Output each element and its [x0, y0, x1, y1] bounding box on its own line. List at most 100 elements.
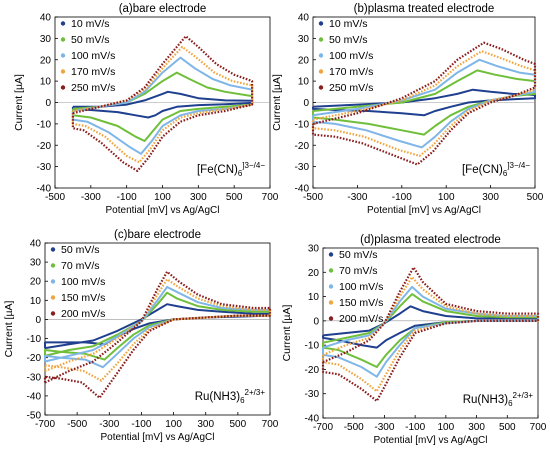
y-tick-label: -40: [37, 184, 52, 195]
chart-panel-3: (d)plasma treated electrode-40-30-20-100…: [281, 234, 547, 446]
y-tick-label: 0: [35, 315, 41, 326]
legend-marker: [60, 85, 66, 90]
y-tick-label: 30: [30, 258, 42, 269]
legend-label: 100 mV/s: [61, 276, 105, 288]
x-tick-label: -500: [67, 419, 87, 430]
panel-title: (b)plasma treated electrode: [354, 3, 495, 15]
legend-label: 200 mV/s: [339, 313, 383, 325]
chart-panel-2: (c)bare electrode-50-40-30-20-1001020304…: [3, 229, 279, 443]
series-line: [71, 45, 254, 164]
legend-label: 250 mV/s: [329, 82, 373, 94]
legend-marker: [50, 247, 56, 252]
legend-label: 150 mV/s: [61, 292, 105, 304]
legend-label: 50 mV/s: [71, 34, 110, 46]
legend-label: 50 mV/s: [339, 249, 378, 261]
panel-title: (a)bare electrode: [119, 3, 207, 15]
y-axis-label: Current [µA]: [3, 301, 15, 358]
legend-marker: [328, 284, 334, 289]
series-line: [43, 278, 272, 382]
x-tick-label: -700: [313, 422, 333, 433]
legend-label: 70 mV/s: [61, 260, 100, 272]
legend-label: 250 mV/s: [71, 82, 115, 94]
x-tick-label: -500: [303, 192, 323, 203]
chart-panel-1: (b)plasma treated electrode-40-30-20-100…: [271, 3, 544, 216]
y-tick-label: -20: [295, 141, 310, 152]
y-tick-label: -10: [295, 119, 310, 130]
x-axis-label: Potential [mV] vs Ag/AgCl: [101, 432, 215, 443]
y-axis-label: Current [µA]: [281, 305, 293, 362]
plot-frame: [322, 247, 539, 419]
legend-label: 100 mV/s: [339, 281, 383, 293]
species-annotation: [Fe(CN)6]3−/4−: [462, 161, 530, 178]
species-superscript: ]3−/4−: [507, 161, 530, 170]
legend-marker: [60, 37, 66, 42]
y-tick-label: 20: [40, 55, 52, 66]
y-tick-label: -30: [37, 162, 52, 173]
series-line: [43, 270, 272, 399]
x-axis-label: Potential [mV] vs Ag/AgCl: [106, 205, 220, 216]
legend-marker: [318, 85, 324, 90]
legend-marker: [60, 21, 66, 26]
species-annotation: Ru(NH3)62+/3+: [463, 391, 534, 408]
series-line: [312, 88, 536, 117]
legend-label: 50 mV/s: [329, 34, 368, 46]
series-line: [311, 41, 537, 166]
y-tick-label: 10: [30, 296, 42, 307]
legend-label: 10 mV/s: [329, 18, 368, 30]
y-tick-label: -10: [27, 334, 42, 345]
x-tick-label: -300: [81, 192, 101, 203]
x-tick-label: 100: [154, 192, 171, 203]
legend-marker: [318, 37, 324, 42]
y-tick-label: 10: [298, 77, 310, 88]
x-tick-label: 300: [197, 419, 214, 430]
species-annotation: Ru(NH3)62+/3+: [195, 388, 266, 405]
y-tick-label: 30: [40, 34, 52, 45]
plot-frame: [44, 242, 271, 416]
y-tick-label: -20: [305, 365, 320, 376]
legend-marker: [50, 263, 56, 268]
legend-label: 10 mV/s: [71, 18, 110, 30]
y-tick-label: 30: [308, 244, 320, 255]
x-tick-label: -100: [131, 419, 151, 430]
x-tick-label: 300: [190, 192, 207, 203]
y-tick-label: -10: [37, 119, 52, 130]
species-superscript: ]3−/4−: [242, 161, 265, 170]
y-axis-label: Current [µA]: [13, 74, 25, 131]
y-tick-label: -50: [27, 411, 42, 422]
x-tick-label: 500: [230, 419, 247, 430]
y-tick-label: 20: [298, 55, 310, 66]
species-main: Ru(NH3): [463, 394, 509, 406]
legend-label: 150 mV/s: [339, 297, 383, 309]
legend-label: 100 mV/s: [329, 50, 373, 62]
species-subscript: 6: [238, 169, 243, 178]
x-tick-label: -300: [374, 422, 394, 433]
legend-label: 50 mV/s: [61, 244, 100, 256]
legend-label: 170 mV/s: [71, 66, 115, 78]
legend-label: 70 mV/s: [339, 265, 378, 277]
legend-marker: [318, 53, 324, 58]
series-line: [71, 90, 254, 119]
species-main: [Fe(CN): [462, 164, 503, 176]
x-tick-label: 500: [527, 192, 544, 203]
legend-label: 170 mV/s: [329, 66, 373, 78]
y-tick-label: -20: [27, 353, 42, 364]
y-tick-label: 30: [298, 34, 310, 45]
y-tick-label: 0: [313, 316, 319, 327]
y-tick-label: 40: [30, 239, 42, 250]
y-tick-label: 10: [40, 77, 52, 88]
species-main: Ru(NH3): [195, 391, 241, 403]
x-tick-label: -100: [405, 422, 425, 433]
x-tick-label: -500: [344, 422, 364, 433]
y-tick-label: 40: [298, 13, 310, 24]
y-tick-label: 20: [30, 277, 42, 288]
y-tick-label: 0: [303, 98, 309, 109]
y-tick-label: -40: [295, 184, 310, 195]
legend-label: 200 mV/s: [61, 308, 105, 320]
y-tick-label: -10: [305, 341, 320, 352]
panel-title: (d)plasma treated electrode: [360, 234, 501, 246]
x-tick-label: 300: [482, 192, 499, 203]
series-line: [311, 50, 537, 157]
chart-panel-0: (a)bare electrode-40-30-20-10010203040-5…: [13, 3, 279, 216]
legend-marker: [328, 252, 334, 257]
